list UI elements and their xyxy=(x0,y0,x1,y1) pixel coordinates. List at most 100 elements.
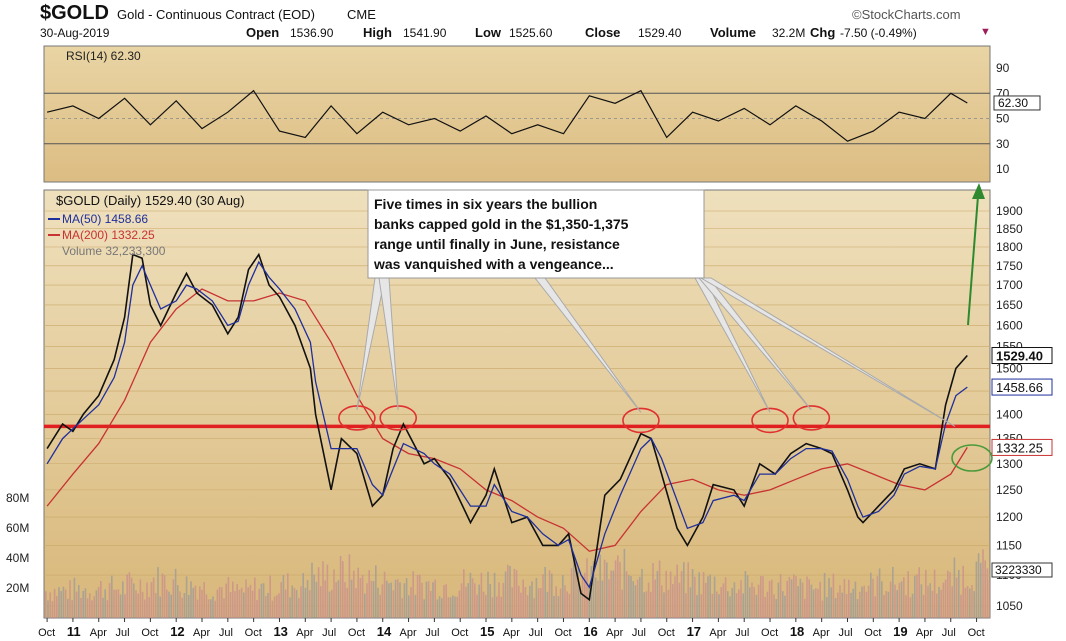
annotation-callout: Five times in six years the bullion bank… xyxy=(356,183,993,472)
volume-bar xyxy=(302,573,304,618)
volume-bar xyxy=(146,582,148,618)
price-label-box xyxy=(991,438,1053,456)
x-tick-label: Apr xyxy=(709,627,726,639)
volume-bar xyxy=(300,586,302,618)
volume-bar xyxy=(634,585,637,618)
volume-bar xyxy=(599,554,601,618)
volume-bar xyxy=(548,570,551,618)
price-gridlines xyxy=(44,210,990,607)
volume-bar xyxy=(731,588,733,618)
volume-bar xyxy=(159,596,161,618)
volume-bar xyxy=(845,593,848,618)
volume-bar xyxy=(652,563,654,618)
rsi-tick-label: 50 xyxy=(996,112,1010,126)
volume-bar xyxy=(843,578,846,618)
volume-bar xyxy=(436,599,439,618)
volume-bar xyxy=(854,581,857,618)
volume-bar xyxy=(601,580,604,618)
volume-bar xyxy=(463,569,465,618)
volume-bar xyxy=(256,600,258,618)
volume-bar xyxy=(368,570,370,618)
volume-bar xyxy=(267,593,269,618)
rsi-tick-label: 10 xyxy=(996,162,1010,176)
volume-bar xyxy=(359,578,362,618)
volume-bar xyxy=(553,595,555,618)
volume-bar xyxy=(251,590,254,618)
volume-bar xyxy=(628,575,630,618)
volume-bar xyxy=(544,567,546,618)
x-tick-label: Oct xyxy=(864,627,881,639)
volume-bar xyxy=(260,583,263,618)
volume-bar xyxy=(386,580,388,618)
volume-bar xyxy=(344,582,346,618)
volume-bar xyxy=(95,590,98,618)
volume-bar xyxy=(370,580,373,618)
volume-bar xyxy=(86,598,89,618)
volume-bar xyxy=(282,575,285,618)
volume-bar xyxy=(720,587,722,618)
volume-bar xyxy=(221,587,223,618)
price-tick-label: 1650 xyxy=(996,298,1023,312)
volume-bar xyxy=(804,598,806,618)
volume-bar xyxy=(168,591,170,618)
volume-bar xyxy=(201,589,203,618)
volume-tick-label: 80M xyxy=(6,491,29,505)
volume-bar xyxy=(984,560,986,618)
volume-bar xyxy=(718,594,720,618)
volume-bar xyxy=(155,593,157,618)
volume-bar xyxy=(916,574,918,618)
open-value: 1536.90 xyxy=(290,26,334,40)
volume-bar xyxy=(966,586,969,618)
rsi-tick-label: 30 xyxy=(996,137,1010,151)
price-label-value: 1458.66 xyxy=(996,380,1043,395)
x-tick-label: Apr xyxy=(503,627,520,639)
volume-bar xyxy=(383,571,386,618)
volume-bar xyxy=(537,588,540,618)
breakout-arrow-head xyxy=(972,183,985,199)
volume-bar xyxy=(47,600,49,618)
volume-bar xyxy=(702,572,705,618)
volume-bar xyxy=(249,584,252,618)
volume-bar xyxy=(152,577,155,618)
volume-bar xyxy=(141,591,144,618)
volume-bar xyxy=(740,580,742,618)
volume-bar xyxy=(58,587,60,618)
volume-bar xyxy=(223,598,225,618)
volume-bar xyxy=(986,568,989,618)
ma200-legend: MA(200) 1332.25 xyxy=(62,228,155,242)
volume-bar xyxy=(480,572,483,618)
volume-bar xyxy=(801,582,804,618)
volume-bar xyxy=(722,583,725,618)
volume-bar xyxy=(971,585,973,618)
volume-bar xyxy=(513,568,516,618)
volume-bar xyxy=(410,587,412,618)
volume-bar xyxy=(557,596,560,618)
volume-bar xyxy=(210,599,212,618)
volume-bar xyxy=(100,581,102,618)
volume-bar xyxy=(621,589,623,618)
volume-bar xyxy=(289,597,291,618)
volume-bar xyxy=(227,577,230,618)
volume-bar xyxy=(837,592,839,618)
volume-bar xyxy=(685,593,687,618)
volume-bar xyxy=(674,576,676,618)
volume-bar xyxy=(878,568,881,618)
x-tick-label: Oct xyxy=(451,627,468,639)
volume-bar xyxy=(161,573,164,618)
volume-bar xyxy=(568,593,571,618)
volume-bar xyxy=(619,561,621,618)
volume-bar xyxy=(683,562,685,618)
volume-bar xyxy=(205,594,208,618)
volume-bar xyxy=(478,584,480,618)
price-axis: 1050110011501200125013001350140014501500… xyxy=(996,204,1023,613)
volume-bar xyxy=(452,595,454,618)
volume-bar xyxy=(696,595,698,618)
x-tick-label: Jul xyxy=(219,627,233,639)
low-label: Low xyxy=(475,25,501,40)
volume-bar xyxy=(311,562,313,618)
volume-bar xyxy=(355,588,357,618)
price-tick-label: 1250 xyxy=(996,483,1023,497)
volume-bar xyxy=(170,594,172,618)
volume-bar xyxy=(953,557,956,618)
volume-bar xyxy=(247,587,249,618)
